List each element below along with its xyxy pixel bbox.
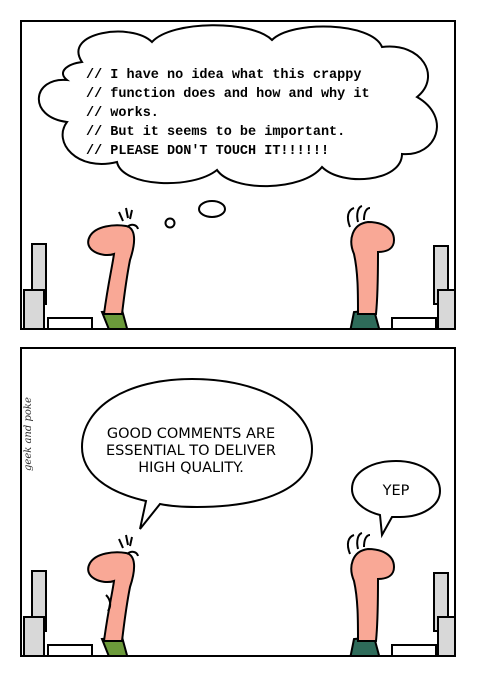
code-comment-line: // function does and how and why it bbox=[86, 87, 370, 102]
left-speech-text: GOOD COMMENTS ARE ESSENTIAL TO DELIVER H… bbox=[86, 426, 296, 477]
comic-panel-2: GOOD COMMENTS ARE ESSENTIAL TO DELIVER H… bbox=[20, 347, 456, 657]
speech-line: GOOD COMMENTS ARE bbox=[106, 426, 276, 442]
left-person-icon bbox=[87, 534, 139, 655]
right-speech-bubble bbox=[350, 459, 442, 539]
speech-line: HIGH QUALITY. bbox=[138, 460, 244, 476]
left-person-icon bbox=[87, 207, 139, 328]
right-person-icon bbox=[346, 205, 396, 328]
right-computer-icon bbox=[391, 245, 454, 328]
right-person-icon bbox=[346, 532, 396, 655]
code-comment-line: // I have no idea what this crappy bbox=[86, 68, 362, 83]
artist-credit: geek and poke bbox=[23, 397, 34, 471]
right-speech-text: YEP bbox=[382, 483, 410, 499]
left-computer-icon bbox=[23, 243, 93, 328]
right-computer-icon bbox=[391, 572, 454, 655]
panel-2-artwork bbox=[23, 377, 454, 655]
left-computer-icon bbox=[23, 570, 93, 655]
speech-line: ESSENTIAL TO DELIVER bbox=[105, 443, 277, 459]
code-comment-line: // But it seems to be important. bbox=[86, 125, 346, 140]
thought-cloud bbox=[37, 24, 438, 229]
code-comment-line: // PLEASE DON'T TOUCH IT!!!!!! bbox=[86, 144, 330, 159]
left-speech-bubble bbox=[80, 377, 314, 530]
comic-panel-1: // I have no idea what this crappy // fu… bbox=[20, 20, 456, 330]
panel-1-artwork bbox=[23, 24, 454, 328]
code-comment-block: // I have no idea what this crappy // fu… bbox=[86, 66, 446, 161]
code-comment-line: // works. bbox=[86, 106, 159, 121]
